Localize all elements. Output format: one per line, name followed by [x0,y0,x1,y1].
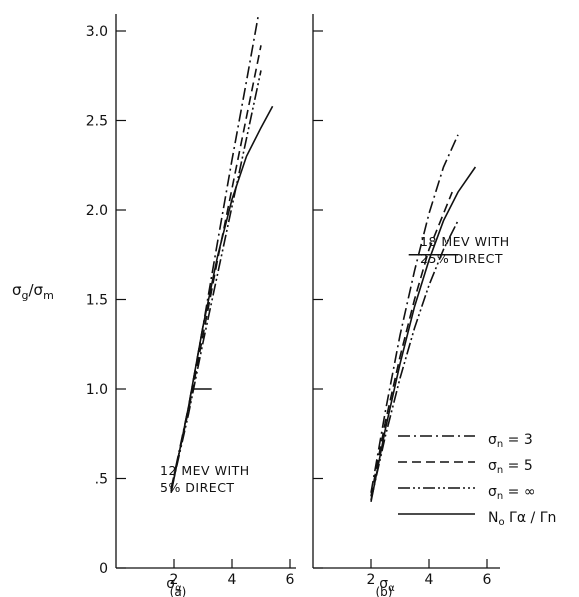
panel-b-series-dashed [370,191,453,497]
panel-a-y-ticks: 0 .5 1.0 1.5 2.0 2.5 3.0 [86,24,126,577]
panel-a-y-tick-label: 2.5 [86,114,108,130]
panel-b-frame [312,14,500,569]
panel-a-x-tick-label: 2 [170,572,179,588]
panel-b: 2 4 6 18 MEV WITH 25% DIRECT σα (b) [312,14,510,597]
panel-a-series-solid [170,105,274,493]
panel-b-x-tick-label: 4 [425,572,434,588]
panel-a-y-tick-label: 1.0 [86,382,108,398]
y-axis-label: σg/σm [12,281,54,302]
panel-a-frame [115,14,296,569]
panel-a-series-dash-dot-dot [170,70,262,492]
panel-a-y-tick-label: 3.0 [86,24,108,40]
panel-a-annotation-line1: 12 MEV WITH [160,463,250,478]
y-label-slash: /σ [29,281,44,299]
legend: σn = 3 σn = 5 σn = ∞ No Γα / Γn [398,432,556,528]
panel-a-annotation-line2: 5% DIRECT [160,480,235,495]
panel-b-series-dash-dot [370,134,459,493]
panel-a-series-dash-dot [170,16,259,490]
panel-b-annotation-line1: 18 MEV WITH [420,234,510,249]
panel-b-series-dash-dot-dot [370,220,459,501]
panel-b-label: (b) [376,585,393,597]
panel-a-xlabel: σα [166,576,182,594]
panel-b-x-ticks: 2 4 6 [367,559,492,588]
panel-b-y-ticks [313,30,323,569]
panel-a-series [170,16,274,493]
panel-b-x-tick-label: 6 [483,572,492,588]
panel-a-x-tick-label: 4 [228,572,237,588]
panel-a-x-ticks: 2 4 6 [170,559,295,588]
legend-label: No Γα / Γn [488,510,556,528]
panel-a-series-dashed [170,45,262,490]
panel-b-annotation-line2: 25% DIRECT [420,251,503,266]
panel-a-y-tick-label: 1.5 [86,293,108,309]
panel-b-series [370,134,477,502]
panel-a-x-tick-label: 6 [286,572,295,588]
panel-a-y-tick-label: 0 [99,561,108,577]
panel-a: 0 .5 1.0 1.5 2.0 2.5 3.0 2 4 6 12 MEV WITH 5% DI… [86,14,296,597]
y-label-sub-m: m [43,289,54,302]
panel-b-series-solid [370,166,477,502]
y-label-sub-g: g [22,289,29,302]
panel-b-xlabel: σα [379,576,395,594]
y-label-sigma: σ [12,281,22,299]
panel-a-label: (a) [170,585,187,597]
legend-label: σn = 3 [488,432,533,450]
legend-label: σn = ∞ [488,484,536,502]
panel-b-x-tick-label: 2 [367,572,376,588]
panel-a-y-tick-label: 2.0 [86,203,108,219]
panel-a-y-tick-label: .5 [95,472,108,488]
legend-label: σn = 5 [488,458,533,476]
